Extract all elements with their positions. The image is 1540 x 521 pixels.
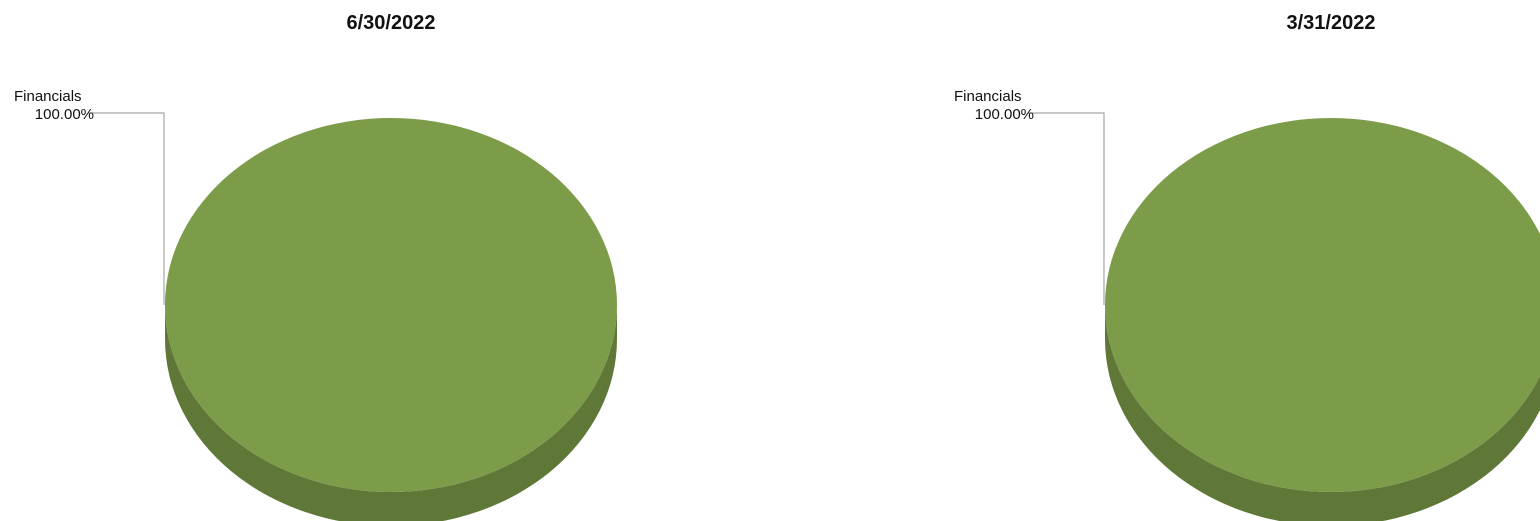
pie-svg	[88, 112, 617, 521]
leader-line	[88, 112, 165, 305]
data-label-value: 100.00%	[34, 106, 94, 123]
leader-line	[1028, 112, 1105, 305]
pie-slice-financials[interactable]	[1105, 118, 1540, 492]
data-label-category: Financials	[14, 88, 82, 105]
pie-chart-6-30-2022: 6/30/2022 Financials 100.00%	[14, 12, 617, 521]
pie-svg	[1028, 112, 1540, 521]
data-label-category: Financials	[954, 88, 1022, 105]
data-label-financials: Financials 100.00%	[14, 88, 94, 124]
pie-slice-financials[interactable]	[165, 118, 617, 492]
chart-title: 3/31/2022	[1286, 12, 1376, 34]
data-label-financials: Financials 100.00%	[954, 88, 1034, 124]
pie-side-wall	[165, 305, 617, 521]
data-label-value: 100.00%	[974, 106, 1034, 123]
pie-side-wall	[1105, 305, 1540, 521]
chart-title: 6/30/2022	[346, 12, 436, 34]
pie-chart-3-31-2022: 3/31/2022 Financials 100.00%	[780, 0, 1540, 521]
